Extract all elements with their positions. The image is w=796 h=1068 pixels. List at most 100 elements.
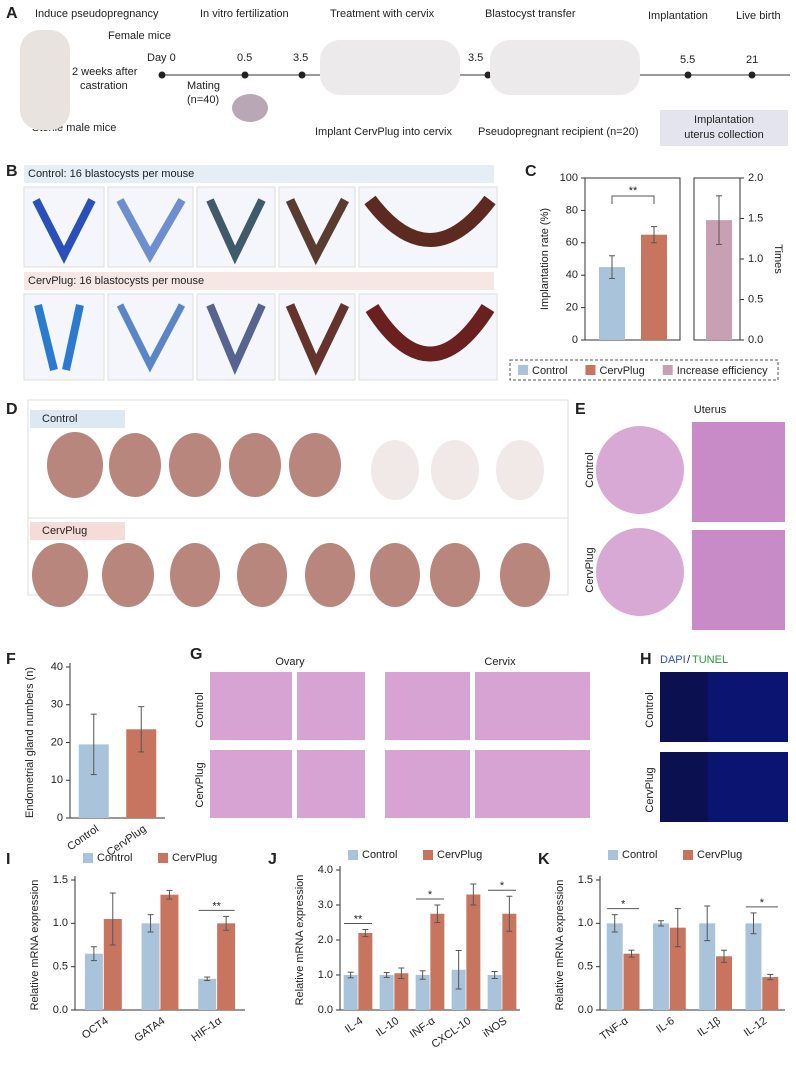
bar xyxy=(430,913,445,1010)
collection-label: uterus collection xyxy=(684,129,764,141)
histology-images xyxy=(210,672,590,818)
significance-label: ** xyxy=(354,913,363,925)
legend-label: Increase efficiency xyxy=(677,365,768,377)
mouse-illustration xyxy=(320,40,460,95)
timeline-dot xyxy=(298,71,306,79)
legend-swatch xyxy=(348,850,358,860)
y-tick-label: 1.0 xyxy=(578,917,593,929)
bar xyxy=(84,953,103,1010)
y-tick-label: 0 xyxy=(572,334,578,346)
column-title: Cervix xyxy=(484,656,516,668)
legend-label: Control xyxy=(532,365,567,377)
y-tick-label: 0.0 xyxy=(578,1004,593,1016)
panel-label: A xyxy=(6,5,18,22)
y-axis-label: Endometrial gland numbers (n) xyxy=(24,667,36,818)
significance-label: ** xyxy=(212,900,221,912)
y-axis-label: Relative mRNA expression xyxy=(554,880,566,1011)
legend-label: Control xyxy=(622,849,657,861)
x-tick-label: IL-10 xyxy=(374,1015,401,1039)
y-axis-label: Relative mRNA expression xyxy=(294,875,306,1006)
bar xyxy=(699,923,716,1010)
uterus-images xyxy=(23,186,498,381)
legend-label: Control xyxy=(97,852,132,864)
x-tick-label: CXCL-10 xyxy=(429,1015,473,1051)
y-tick-label: 0.5 xyxy=(53,961,68,973)
y-tick-label: 0 xyxy=(57,812,63,824)
panel-label: E xyxy=(575,401,586,418)
bar xyxy=(652,923,669,1010)
day-label: 5.5 xyxy=(680,54,695,66)
row-header-label: Control: 16 blastocysts per mouse xyxy=(28,168,194,180)
castration-label: 2 weeks after xyxy=(72,66,138,78)
y-tick-label: 3.0 xyxy=(318,899,333,911)
row-label: CervPlug xyxy=(194,762,206,807)
significance-label: ** xyxy=(629,185,638,197)
legend-label: Control xyxy=(362,849,397,861)
day-label: Day 0 xyxy=(147,52,176,64)
significance-label: * xyxy=(621,899,626,911)
y-tick-label: 80 xyxy=(566,204,578,216)
bar xyxy=(466,894,481,1010)
y-tick-label: 10 xyxy=(51,774,63,786)
day-label: 0.5 xyxy=(237,52,252,64)
bar xyxy=(358,933,373,1010)
bar xyxy=(160,894,179,1010)
y-tick-label: 1.0 xyxy=(318,969,333,981)
y-tick-label: 0.5 xyxy=(578,961,593,973)
bar xyxy=(343,975,358,1010)
legend-swatch xyxy=(423,850,433,860)
bar xyxy=(745,923,762,1010)
x-tick-label: IL-12 xyxy=(742,1015,769,1039)
x-tick-label: IL-4 xyxy=(343,1015,365,1036)
column-title: Uterus xyxy=(694,404,727,416)
y2-tick-label: 2.0 xyxy=(748,172,763,184)
timeline-dot xyxy=(748,71,756,79)
row-header-label: Control xyxy=(42,413,77,425)
y-tick-label: 0.0 xyxy=(53,1004,68,1016)
x-tick-label: iNOS xyxy=(481,1015,509,1040)
legend-label: CervPlug xyxy=(437,849,482,861)
row-label: Control xyxy=(194,692,206,727)
timeline-dot xyxy=(684,71,692,79)
stain-label: TUNEL xyxy=(692,654,728,666)
x-tick-label: OCT4 xyxy=(80,1015,111,1042)
legend-label: CervPlug xyxy=(172,852,217,864)
pup-images xyxy=(32,432,550,607)
collection-box xyxy=(660,110,788,146)
y-tick-label: 4.0 xyxy=(318,864,333,876)
y-tick-label: 20 xyxy=(566,302,578,314)
y-tick-label: 100 xyxy=(560,172,578,184)
row-header xyxy=(30,410,125,428)
stain-label: DAPI xyxy=(660,654,686,666)
panel-label: C xyxy=(525,163,537,180)
y-tick-label: 20 xyxy=(51,736,63,748)
embryo-illustration xyxy=(232,94,268,122)
bar xyxy=(606,923,623,1010)
mating-label: (n=40) xyxy=(187,94,219,106)
fluorescence-images xyxy=(660,672,788,822)
legend-label: CervPlug xyxy=(599,365,644,377)
y-tick-label: 40 xyxy=(566,269,578,281)
x-tick-label: HIF-1α xyxy=(189,1015,224,1045)
y-axis-label: Implantation rate (%) xyxy=(539,208,551,310)
panel-label: K xyxy=(538,851,550,868)
x-tick-label: IL-1β xyxy=(695,1015,723,1039)
collection-label: Implantation xyxy=(694,114,754,126)
panel-label: B xyxy=(6,163,18,180)
legend-swatch xyxy=(518,365,528,375)
bar xyxy=(103,919,122,1010)
stain-label: / xyxy=(687,654,691,666)
timeline-dot xyxy=(158,71,166,79)
plot-frame xyxy=(584,177,681,341)
legend-box xyxy=(509,359,779,381)
panel-label: F xyxy=(6,651,16,668)
panel-label: I xyxy=(6,851,10,868)
row-header-label: CervPlug xyxy=(42,525,87,537)
y2-tick-label: 1.0 xyxy=(748,253,763,265)
timeline-dot xyxy=(241,71,249,79)
legend-swatch xyxy=(83,853,93,863)
x-tick-label: GATA4 xyxy=(132,1015,167,1045)
row-label: CervPlug xyxy=(644,767,656,812)
recipient-label: Pseudopregnant recipient (n=20) xyxy=(478,126,639,138)
